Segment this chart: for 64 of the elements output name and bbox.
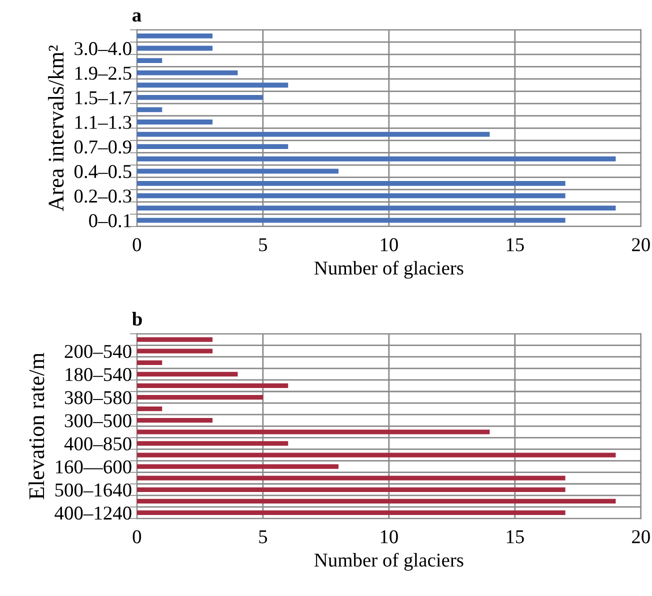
bar: [136, 372, 238, 376]
y-tick-label: 0.2–0.3: [74, 190, 132, 203]
bar: [136, 120, 213, 124]
x-tick-label: 15: [506, 530, 524, 544]
bar: [136, 430, 490, 434]
bar: [136, 487, 566, 492]
bar: [136, 218, 566, 223]
bar: [136, 70, 238, 76]
y-tick-label: 300–500: [64, 414, 132, 428]
bar: [136, 107, 162, 112]
bar: [136, 206, 616, 210]
y-tick-label: 0–0.1: [89, 214, 131, 228]
bar: [136, 360, 162, 365]
chart-title: a: [132, 12, 142, 22]
y-tick-label: 1.1–1.3: [75, 116, 132, 130]
x-tick-label: 10: [380, 530, 398, 544]
bar: [136, 337, 213, 342]
x-tick-label: 15: [506, 238, 524, 252]
chart-title: b: [132, 312, 142, 326]
bar: [136, 33, 213, 38]
bar: [136, 168, 339, 174]
bar: [136, 464, 339, 469]
bar: [136, 383, 288, 388]
bar: [136, 82, 288, 88]
bar: [136, 498, 616, 504]
x-tick-label: 10: [380, 238, 398, 252]
bar: [136, 58, 162, 63]
x-tick-label: 20: [632, 238, 650, 252]
y-tick-label: 1.9–2.5: [75, 66, 132, 80]
bar: [136, 181, 566, 186]
x-axis-title: Number of glaciers: [314, 552, 464, 571]
bar: [136, 94, 263, 100]
x-tick-label: 0: [132, 530, 142, 544]
bar: [136, 394, 263, 400]
y-tick-label: 3.0–4.0: [74, 42, 132, 56]
y-tick-label: 400–850: [64, 437, 132, 450]
bar: [136, 46, 213, 51]
x-tick-label: 5: [259, 238, 268, 252]
bar: [136, 510, 566, 516]
bar: [136, 156, 616, 162]
bar: [136, 406, 162, 412]
bar: [136, 452, 616, 458]
y-tick-label: 180–540: [66, 368, 132, 382]
y-tick-label: 380–580: [64, 391, 132, 404]
y-tick-label: 160—600: [56, 460, 132, 474]
y-tick-label: 0.7–0.9: [74, 140, 132, 154]
y-axis-title: Elevation rate/m: [28, 352, 44, 500]
bar: [136, 441, 288, 446]
bar: [136, 144, 288, 150]
y-axis-title: Area intervals/km²: [48, 45, 64, 212]
x-tick-label: 20: [632, 530, 650, 544]
x-axis-title: Number of glaciers: [314, 260, 464, 279]
bar: [136, 418, 213, 423]
bar: [136, 476, 566, 480]
y-tick-label: 400–1240: [54, 506, 132, 520]
y-tick-label: 200–540: [64, 344, 132, 358]
y-tick-label: 1.5–1.7: [75, 91, 132, 104]
bar: [136, 132, 490, 137]
y-tick-label: 0.4–0.5: [74, 164, 132, 178]
bar: [136, 193, 566, 198]
x-tick-label: 5: [259, 530, 268, 544]
x-tick-label: 0: [132, 238, 142, 252]
bar: [136, 348, 213, 354]
y-tick-label: 500–1640: [55, 483, 132, 497]
